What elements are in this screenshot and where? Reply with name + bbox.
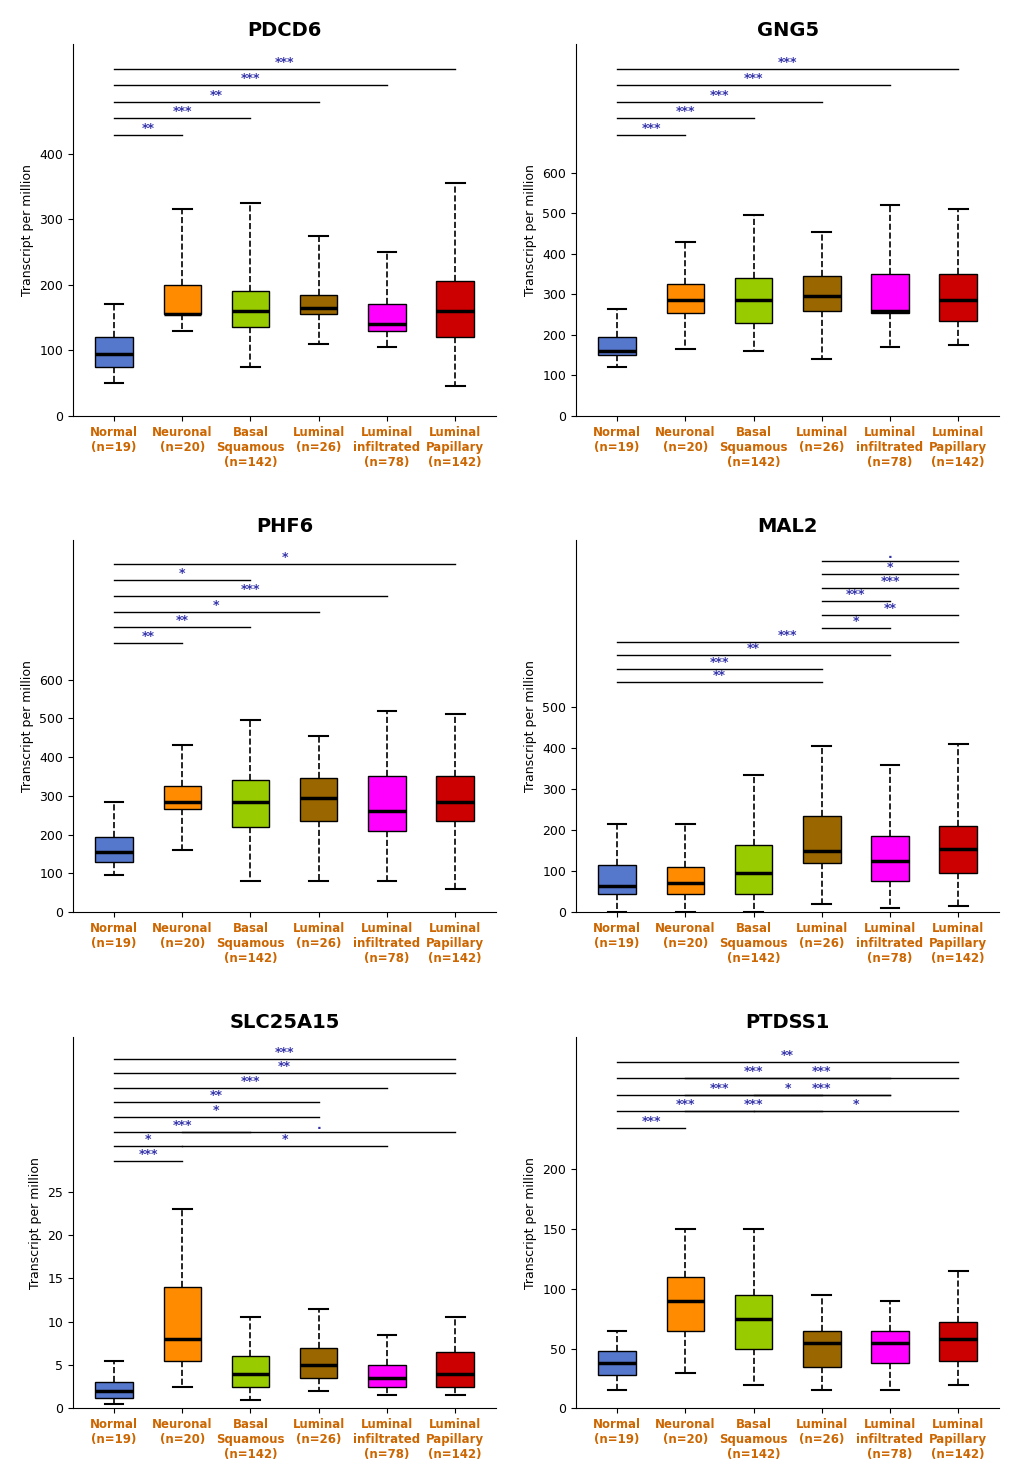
Text: ***: ***	[709, 89, 729, 102]
Text: ***: ***	[274, 56, 294, 70]
Text: ***: ***	[777, 628, 797, 642]
PathPatch shape	[368, 777, 406, 831]
Text: *: *	[179, 568, 185, 579]
PathPatch shape	[870, 836, 908, 882]
Text: *: *	[784, 1082, 790, 1095]
Text: ***: ***	[709, 657, 729, 668]
Text: ***: ***	[641, 122, 660, 135]
Text: ***: ***	[172, 105, 192, 119]
Y-axis label: Transcript per million: Transcript per million	[524, 165, 536, 296]
PathPatch shape	[938, 1322, 976, 1360]
PathPatch shape	[300, 295, 337, 314]
Text: **: **	[882, 602, 896, 615]
PathPatch shape	[231, 1356, 269, 1387]
Text: ***: ***	[240, 582, 260, 596]
Text: ***: ***	[675, 105, 694, 119]
Text: ***: ***	[274, 1046, 294, 1058]
PathPatch shape	[870, 1331, 908, 1363]
PathPatch shape	[95, 836, 132, 861]
Text: ***: ***	[240, 73, 260, 86]
Y-axis label: Transcript per million: Transcript per million	[20, 661, 34, 793]
Title: PDCD6: PDCD6	[248, 21, 321, 40]
Text: ***: ***	[777, 56, 797, 70]
PathPatch shape	[938, 274, 976, 320]
PathPatch shape	[163, 1286, 201, 1360]
PathPatch shape	[665, 285, 703, 313]
PathPatch shape	[368, 1365, 406, 1387]
PathPatch shape	[231, 292, 269, 328]
Text: ***: ***	[743, 1098, 762, 1112]
Y-axis label: Transcript per million: Transcript per million	[29, 1156, 42, 1288]
Text: ***: ***	[811, 1082, 830, 1095]
Text: **: **	[210, 89, 223, 102]
Text: **: **	[712, 670, 726, 682]
PathPatch shape	[802, 276, 840, 311]
Y-axis label: Transcript per million: Transcript per million	[524, 1156, 536, 1288]
Text: *: *	[852, 1098, 858, 1112]
Title: SLC25A15: SLC25A15	[229, 1014, 339, 1033]
Y-axis label: Transcript per million: Transcript per million	[524, 661, 536, 793]
PathPatch shape	[598, 1352, 635, 1375]
Text: **: **	[781, 1049, 794, 1061]
PathPatch shape	[436, 777, 474, 821]
Text: ***: ***	[641, 1114, 660, 1128]
Text: ***: ***	[172, 1119, 192, 1132]
Text: *: *	[852, 615, 858, 628]
Text: **: **	[278, 1060, 290, 1073]
Title: PHF6: PHF6	[256, 517, 313, 536]
PathPatch shape	[598, 336, 635, 356]
PathPatch shape	[734, 845, 771, 894]
PathPatch shape	[300, 1347, 337, 1378]
PathPatch shape	[231, 781, 269, 827]
Title: MAL2: MAL2	[757, 517, 817, 536]
Text: *: *	[281, 1134, 287, 1146]
Text: .: .	[887, 548, 892, 560]
PathPatch shape	[665, 867, 703, 894]
PathPatch shape	[598, 865, 635, 894]
PathPatch shape	[163, 285, 201, 314]
PathPatch shape	[368, 304, 406, 330]
Text: ***: ***	[743, 73, 762, 86]
Text: **: **	[210, 1089, 223, 1103]
Text: ***: ***	[675, 1098, 694, 1112]
PathPatch shape	[734, 1295, 771, 1349]
Text: ***: ***	[240, 1074, 260, 1088]
PathPatch shape	[436, 1352, 474, 1387]
Text: *: *	[886, 562, 893, 574]
PathPatch shape	[436, 282, 474, 338]
Text: ***: ***	[879, 575, 899, 588]
Text: *: *	[145, 1134, 151, 1146]
Text: **: **	[746, 642, 759, 655]
Text: ***: ***	[709, 1082, 729, 1095]
Text: **: **	[142, 122, 155, 135]
PathPatch shape	[665, 1277, 703, 1331]
Title: PTDSS1: PTDSS1	[745, 1014, 829, 1033]
Text: ***: ***	[139, 1147, 158, 1160]
Text: .: .	[316, 1119, 321, 1132]
PathPatch shape	[300, 778, 337, 821]
Text: ***: ***	[743, 1066, 762, 1077]
Text: **: **	[175, 615, 189, 627]
Text: ***: ***	[846, 588, 865, 602]
Text: *: *	[281, 551, 287, 565]
Text: ***: ***	[811, 1066, 830, 1077]
Text: **: **	[142, 630, 155, 643]
Title: GNG5: GNG5	[756, 21, 818, 40]
PathPatch shape	[938, 825, 976, 873]
PathPatch shape	[802, 817, 840, 863]
Text: *: *	[213, 1104, 219, 1117]
Y-axis label: Transcript per million: Transcript per million	[21, 165, 34, 296]
PathPatch shape	[95, 338, 132, 366]
PathPatch shape	[734, 279, 771, 323]
PathPatch shape	[163, 785, 201, 809]
PathPatch shape	[802, 1331, 840, 1366]
PathPatch shape	[95, 1383, 132, 1398]
Text: *: *	[213, 599, 219, 612]
PathPatch shape	[870, 274, 908, 313]
